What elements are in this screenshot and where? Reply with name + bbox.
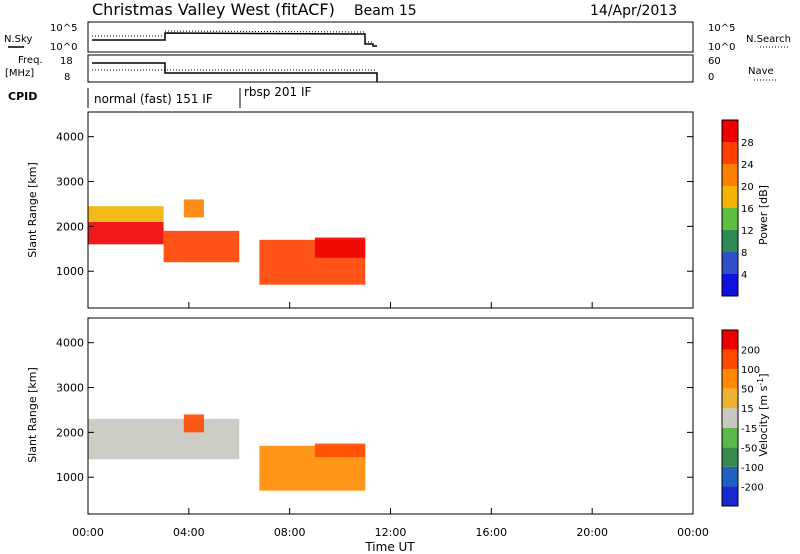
colorbar-segment bbox=[722, 388, 738, 409]
figure-title: Christmas Valley West (fitACF) bbox=[92, 0, 335, 19]
heatmap-block-5 bbox=[314, 237, 366, 258]
colorbar-segment bbox=[722, 142, 738, 164]
colorbar-frame bbox=[721, 119, 739, 297]
velocity-colorbar: -200 -100 -50 -15 15 50 100 200 bbox=[721, 329, 764, 507]
power-plot-area bbox=[88, 112, 693, 308]
colorbar-segment bbox=[722, 186, 738, 208]
power-data-layer bbox=[88, 199, 366, 285]
noise-tick-low-right: 10^0 bbox=[708, 42, 735, 53]
colorbar-tick-label: -200 bbox=[741, 482, 764, 493]
x-tick-label: 00:00 bbox=[677, 526, 709, 539]
colorbar-tick-label: 15 bbox=[741, 404, 754, 415]
power-colorbar-label: Power [dB] bbox=[757, 185, 770, 245]
colorbar-segment bbox=[722, 349, 738, 370]
power-ylabel: Slant Range [km] bbox=[26, 162, 39, 258]
freq-trace bbox=[92, 62, 378, 82]
heatmap-block-1 bbox=[88, 206, 164, 222]
colorbar-segment bbox=[722, 447, 738, 467]
x-tick-label: 20:00 bbox=[576, 526, 608, 539]
velocity-ylabel: Slant Range [km] bbox=[26, 367, 39, 463]
y-tick-label: 1000 bbox=[56, 471, 84, 484]
velocity-colorbar-label: Velocity [m s-1] bbox=[756, 373, 770, 456]
heatmap-block-2 bbox=[163, 230, 240, 263]
nsky-label: N.Sky bbox=[4, 34, 32, 45]
nave-tick-high: 60 bbox=[708, 56, 721, 67]
colorbar-segment bbox=[722, 274, 738, 296]
colorbar-tick-label: 28 bbox=[741, 138, 754, 149]
colorbar-segment bbox=[722, 369, 738, 389]
nsearch-label: N.Search bbox=[746, 34, 791, 45]
time-axis: 00:00 04:00 08:00 12:00 16:00 20:00 00:00 bbox=[72, 302, 709, 539]
colorbar-segment bbox=[722, 230, 738, 252]
x-tick-label: 00:00 bbox=[72, 526, 104, 539]
colorbar-tick-label: 16 bbox=[741, 204, 754, 215]
freq-panel-frame bbox=[87, 54, 694, 83]
y-tick-label: 1000 bbox=[56, 265, 84, 278]
noise-tick-high-left: 10^5 bbox=[50, 23, 77, 34]
colorbar-segment bbox=[722, 164, 738, 186]
velocity-plot-area bbox=[88, 318, 693, 514]
colorbar-segment bbox=[722, 408, 738, 428]
colorbar-segment bbox=[722, 330, 738, 350]
colorbar-tick-label: 20 bbox=[741, 182, 754, 193]
nave-label: Nave bbox=[748, 66, 774, 77]
freq-tick-low: 8 bbox=[64, 72, 70, 83]
noise-tick-high-right: 10^5 bbox=[708, 23, 735, 34]
colorbar-tick-label: 4 bbox=[741, 270, 747, 281]
colorbar-segment bbox=[722, 120, 738, 142]
heatmap-block-0 bbox=[88, 418, 240, 460]
velocity-panel: 1000 2000 3000 4000 Slant Range [km] bbox=[26, 317, 694, 515]
date-label: 14/Apr/2013 bbox=[590, 3, 677, 19]
colorbar-tick-label: 12 bbox=[741, 226, 754, 237]
power-colorbar: 4 8 12 16 20 24 28 bbox=[721, 119, 754, 297]
beam-label: Beam 15 bbox=[354, 3, 417, 19]
velocity-y-axis: 1000 2000 3000 4000 bbox=[56, 337, 693, 484]
noise-panel-frame bbox=[87, 21, 694, 53]
power-panel: 1000 2000 3000 4000 Slant Range [km] bbox=[26, 111, 694, 309]
y-tick-label: 4000 bbox=[56, 337, 84, 350]
y-tick-label: 3000 bbox=[56, 176, 84, 189]
colorbar-tick-label: -15 bbox=[741, 424, 757, 435]
y-tick-label: 2000 bbox=[56, 220, 84, 233]
cpid-label: CPID bbox=[8, 90, 37, 103]
colorbar-tick-label: -50 bbox=[741, 443, 757, 454]
colorbar-frame bbox=[721, 329, 739, 507]
y-tick-label: 2000 bbox=[56, 426, 84, 439]
colorbar-tick-label: 200 bbox=[741, 346, 760, 357]
nave-tick-low: 0 bbox=[708, 72, 714, 83]
colorbar-tick-label: 24 bbox=[741, 160, 754, 171]
noise-tick-low-left: 10^0 bbox=[50, 42, 77, 53]
y-tick-label: 3000 bbox=[56, 382, 84, 395]
colorbar-segment bbox=[722, 208, 738, 230]
colorbar-tick-label: 100 bbox=[741, 365, 760, 376]
freq-unit: [MHz] bbox=[5, 68, 34, 79]
x-tick-label: 08:00 bbox=[274, 526, 306, 539]
freq-tick-high: 18 bbox=[60, 56, 73, 67]
x-tick-label: 16:00 bbox=[475, 526, 507, 539]
freq-label: Freq. bbox=[18, 55, 43, 66]
heatmap-block-3 bbox=[183, 199, 204, 218]
heatmap-block-0 bbox=[88, 221, 164, 245]
colorbar-segment bbox=[722, 466, 738, 487]
x-tick-label: 12:00 bbox=[375, 526, 407, 539]
colorbar-tick-label: 8 bbox=[741, 248, 747, 259]
heatmap-block-1 bbox=[183, 414, 204, 433]
heatmap-block-3 bbox=[314, 443, 366, 458]
colorbar-segment bbox=[722, 486, 738, 506]
cpid-program-2: rbsp 201 IF bbox=[244, 85, 311, 99]
nsky-trace bbox=[92, 32, 377, 47]
colorbar-tick-label: -100 bbox=[741, 463, 764, 474]
colorbar-segment bbox=[722, 252, 738, 274]
x-axis-label: Time UT bbox=[364, 540, 415, 554]
velocity-data-layer bbox=[88, 414, 366, 491]
colorbar-tick-label: 50 bbox=[741, 385, 754, 396]
y-tick-label: 4000 bbox=[56, 131, 84, 144]
colorbar-segment bbox=[722, 427, 738, 448]
cpid-program-1: normal (fast) 151 IF bbox=[94, 92, 213, 106]
x-tick-label: 04:00 bbox=[173, 526, 205, 539]
nsearch-trace bbox=[92, 30, 373, 43]
power-y-axis: 1000 2000 3000 4000 bbox=[56, 131, 693, 278]
